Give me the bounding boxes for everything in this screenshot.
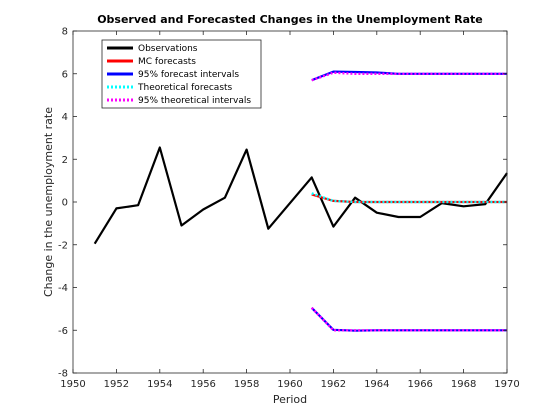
x-tick-label: 1964 bbox=[364, 379, 389, 390]
y-tick-label: 8 bbox=[62, 27, 68, 38]
95-theoretical-intervals-lower-line bbox=[310, 306, 507, 332]
x-axis: 1950 1952 1954 1956 1958 1960 1962 1964 1966 1968… bbox=[60, 31, 520, 390]
y-tick-label: -6 bbox=[58, 326, 68, 337]
legend-label-theoretical-forecasts: Theoretical forecasts bbox=[137, 83, 233, 93]
legend-label-observations: Observations bbox=[138, 44, 198, 54]
x-tick-label: 1952 bbox=[104, 379, 129, 390]
legend-label-theoretical-intervals: 95% theoretical intervals bbox=[138, 96, 251, 106]
y-tick-label: 6 bbox=[62, 69, 68, 80]
y-axis: -8 -6 -4 -2 0 2 4 6 8 bbox=[58, 27, 507, 380]
x-tick-label: 1956 bbox=[190, 379, 215, 390]
x-tick-label: 1966 bbox=[407, 379, 432, 390]
x-tick-label: 1958 bbox=[234, 379, 259, 390]
x-tick-label: 1950 bbox=[60, 379, 85, 390]
y-tick-label: 0 bbox=[62, 198, 68, 209]
y-tick-label: 2 bbox=[62, 155, 68, 166]
x-tick-label: 1970 bbox=[494, 379, 519, 390]
x-axis-label: Period bbox=[273, 393, 307, 406]
x-tick-label: 1962 bbox=[321, 379, 346, 390]
observations-line bbox=[93, 146, 508, 245]
series-layer bbox=[93, 70, 508, 332]
theoretical-forecasts-line bbox=[311, 192, 507, 204]
y-tick-label: -4 bbox=[58, 283, 68, 294]
chart-title: Observed and Forecasted Changes in the U… bbox=[97, 13, 483, 26]
x-tick-label: 1968 bbox=[451, 379, 476, 390]
legend-label-mc-forecasts: MC forecasts bbox=[138, 57, 196, 67]
y-tick-label: 4 bbox=[62, 112, 68, 123]
y-tick-label: -2 bbox=[58, 240, 68, 251]
y-tick-label: -8 bbox=[58, 369, 68, 380]
y-axis-label: Change in the unemployment rate bbox=[42, 107, 55, 297]
x-tick-label: 1954 bbox=[147, 379, 172, 390]
legend: Observations MC forecasts 95% forecast i… bbox=[101, 39, 262, 109]
x-tick-label: 1960 bbox=[277, 379, 302, 390]
legend-label-forecast-intervals: 95% forecast intervals bbox=[138, 70, 239, 80]
95-theoretical-intervals-upper-line bbox=[311, 71, 507, 82]
